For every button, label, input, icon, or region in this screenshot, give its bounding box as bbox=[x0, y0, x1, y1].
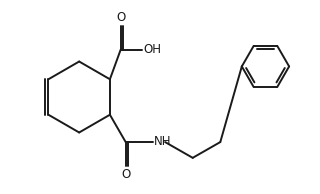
Text: NH: NH bbox=[154, 135, 172, 148]
Text: O: O bbox=[116, 11, 125, 24]
Text: OH: OH bbox=[143, 43, 161, 56]
Text: O: O bbox=[121, 168, 130, 181]
